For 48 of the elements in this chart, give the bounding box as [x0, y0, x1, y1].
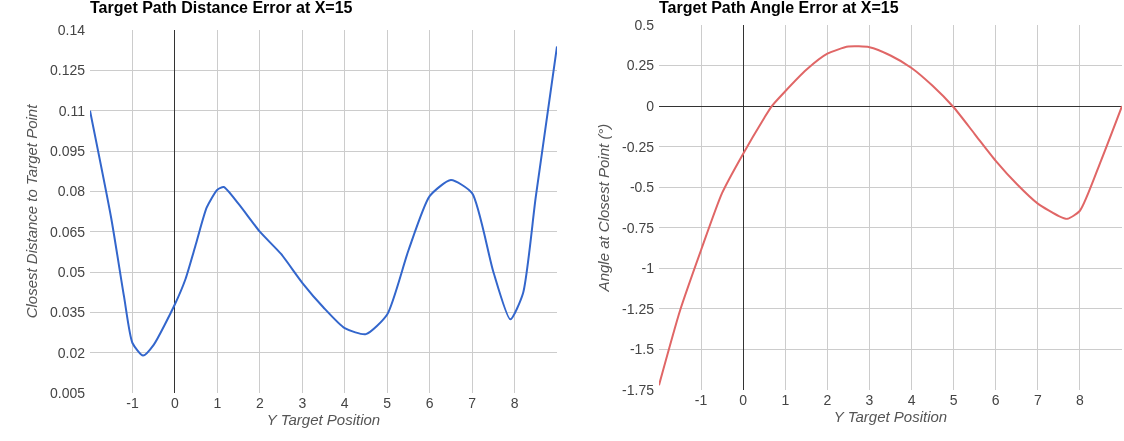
- x-tick-label: 3: [865, 392, 874, 408]
- chart-title: Target Path Distance Error at X=15: [90, 0, 353, 17]
- y-tick-label: 0.02: [57, 344, 86, 361]
- y-tick-label: -1.5: [629, 341, 655, 358]
- y-tick-label: -1.25: [622, 300, 655, 317]
- x-tick-label: -1: [694, 392, 708, 408]
- y-tick-label: 0.125: [49, 62, 86, 79]
- x-tick-label: 5: [383, 395, 392, 411]
- y-axis-title: Angle at Closest Point (°): [595, 123, 613, 293]
- y-tick-label: 0: [646, 98, 655, 115]
- x-tick-label: 2: [255, 395, 264, 411]
- x-tick-label: -1: [126, 395, 139, 411]
- x-axis-title: Y Target Position: [266, 411, 381, 428]
- y-tick-label: -0.5: [629, 179, 655, 196]
- x-axis-title: Y Target Position: [833, 408, 948, 425]
- x-tick-label: 4: [340, 395, 349, 411]
- chart-title: Target Path Angle Error at X=15: [659, 0, 899, 17]
- y-tick-label: 0.25: [626, 57, 655, 74]
- x-tick-label: 8: [1076, 392, 1085, 408]
- x-tick-label: 4: [907, 392, 916, 408]
- x-tick-label: 3: [298, 395, 307, 411]
- y-tick-label: 0.095: [49, 142, 86, 159]
- x-tick-label: 1: [213, 395, 222, 411]
- y-tick-label: 0.035: [49, 304, 86, 321]
- y-tick-label: 0.005: [49, 384, 86, 401]
- x-tick-label: 7: [468, 395, 477, 411]
- x-tick-label: 8: [510, 395, 519, 411]
- y-tick-label: 0.065: [49, 223, 86, 240]
- x-tick-label: 5: [949, 392, 958, 408]
- x-tick-label: 1: [781, 392, 790, 408]
- x-tick-label: 7: [1033, 392, 1042, 408]
- y-tick-label: 0.08: [57, 183, 86, 200]
- x-tick-label: 6: [425, 395, 434, 411]
- y-tick-label: -0.25: [622, 138, 655, 155]
- x-tick-label: 6: [991, 392, 1000, 408]
- y-tick-label: -1.75: [622, 381, 655, 398]
- y-tick-label: 0.5: [634, 16, 655, 33]
- y-tick-label: 0.05: [57, 263, 86, 280]
- y-axis-title: Closest Distance to Target Point: [23, 103, 41, 319]
- line-series: [659, 45, 1122, 387]
- x-tick-label: 2: [823, 392, 832, 408]
- line-series: [90, 45, 557, 357]
- x-tick-label: 0: [739, 392, 748, 408]
- y-tick-label: 0.11: [58, 102, 86, 119]
- y-tick-label: -0.75: [622, 219, 655, 236]
- y-tick-label: 0.14: [57, 21, 86, 38]
- x-tick-label: 0: [171, 395, 180, 411]
- y-tick-label: -1: [641, 260, 655, 277]
